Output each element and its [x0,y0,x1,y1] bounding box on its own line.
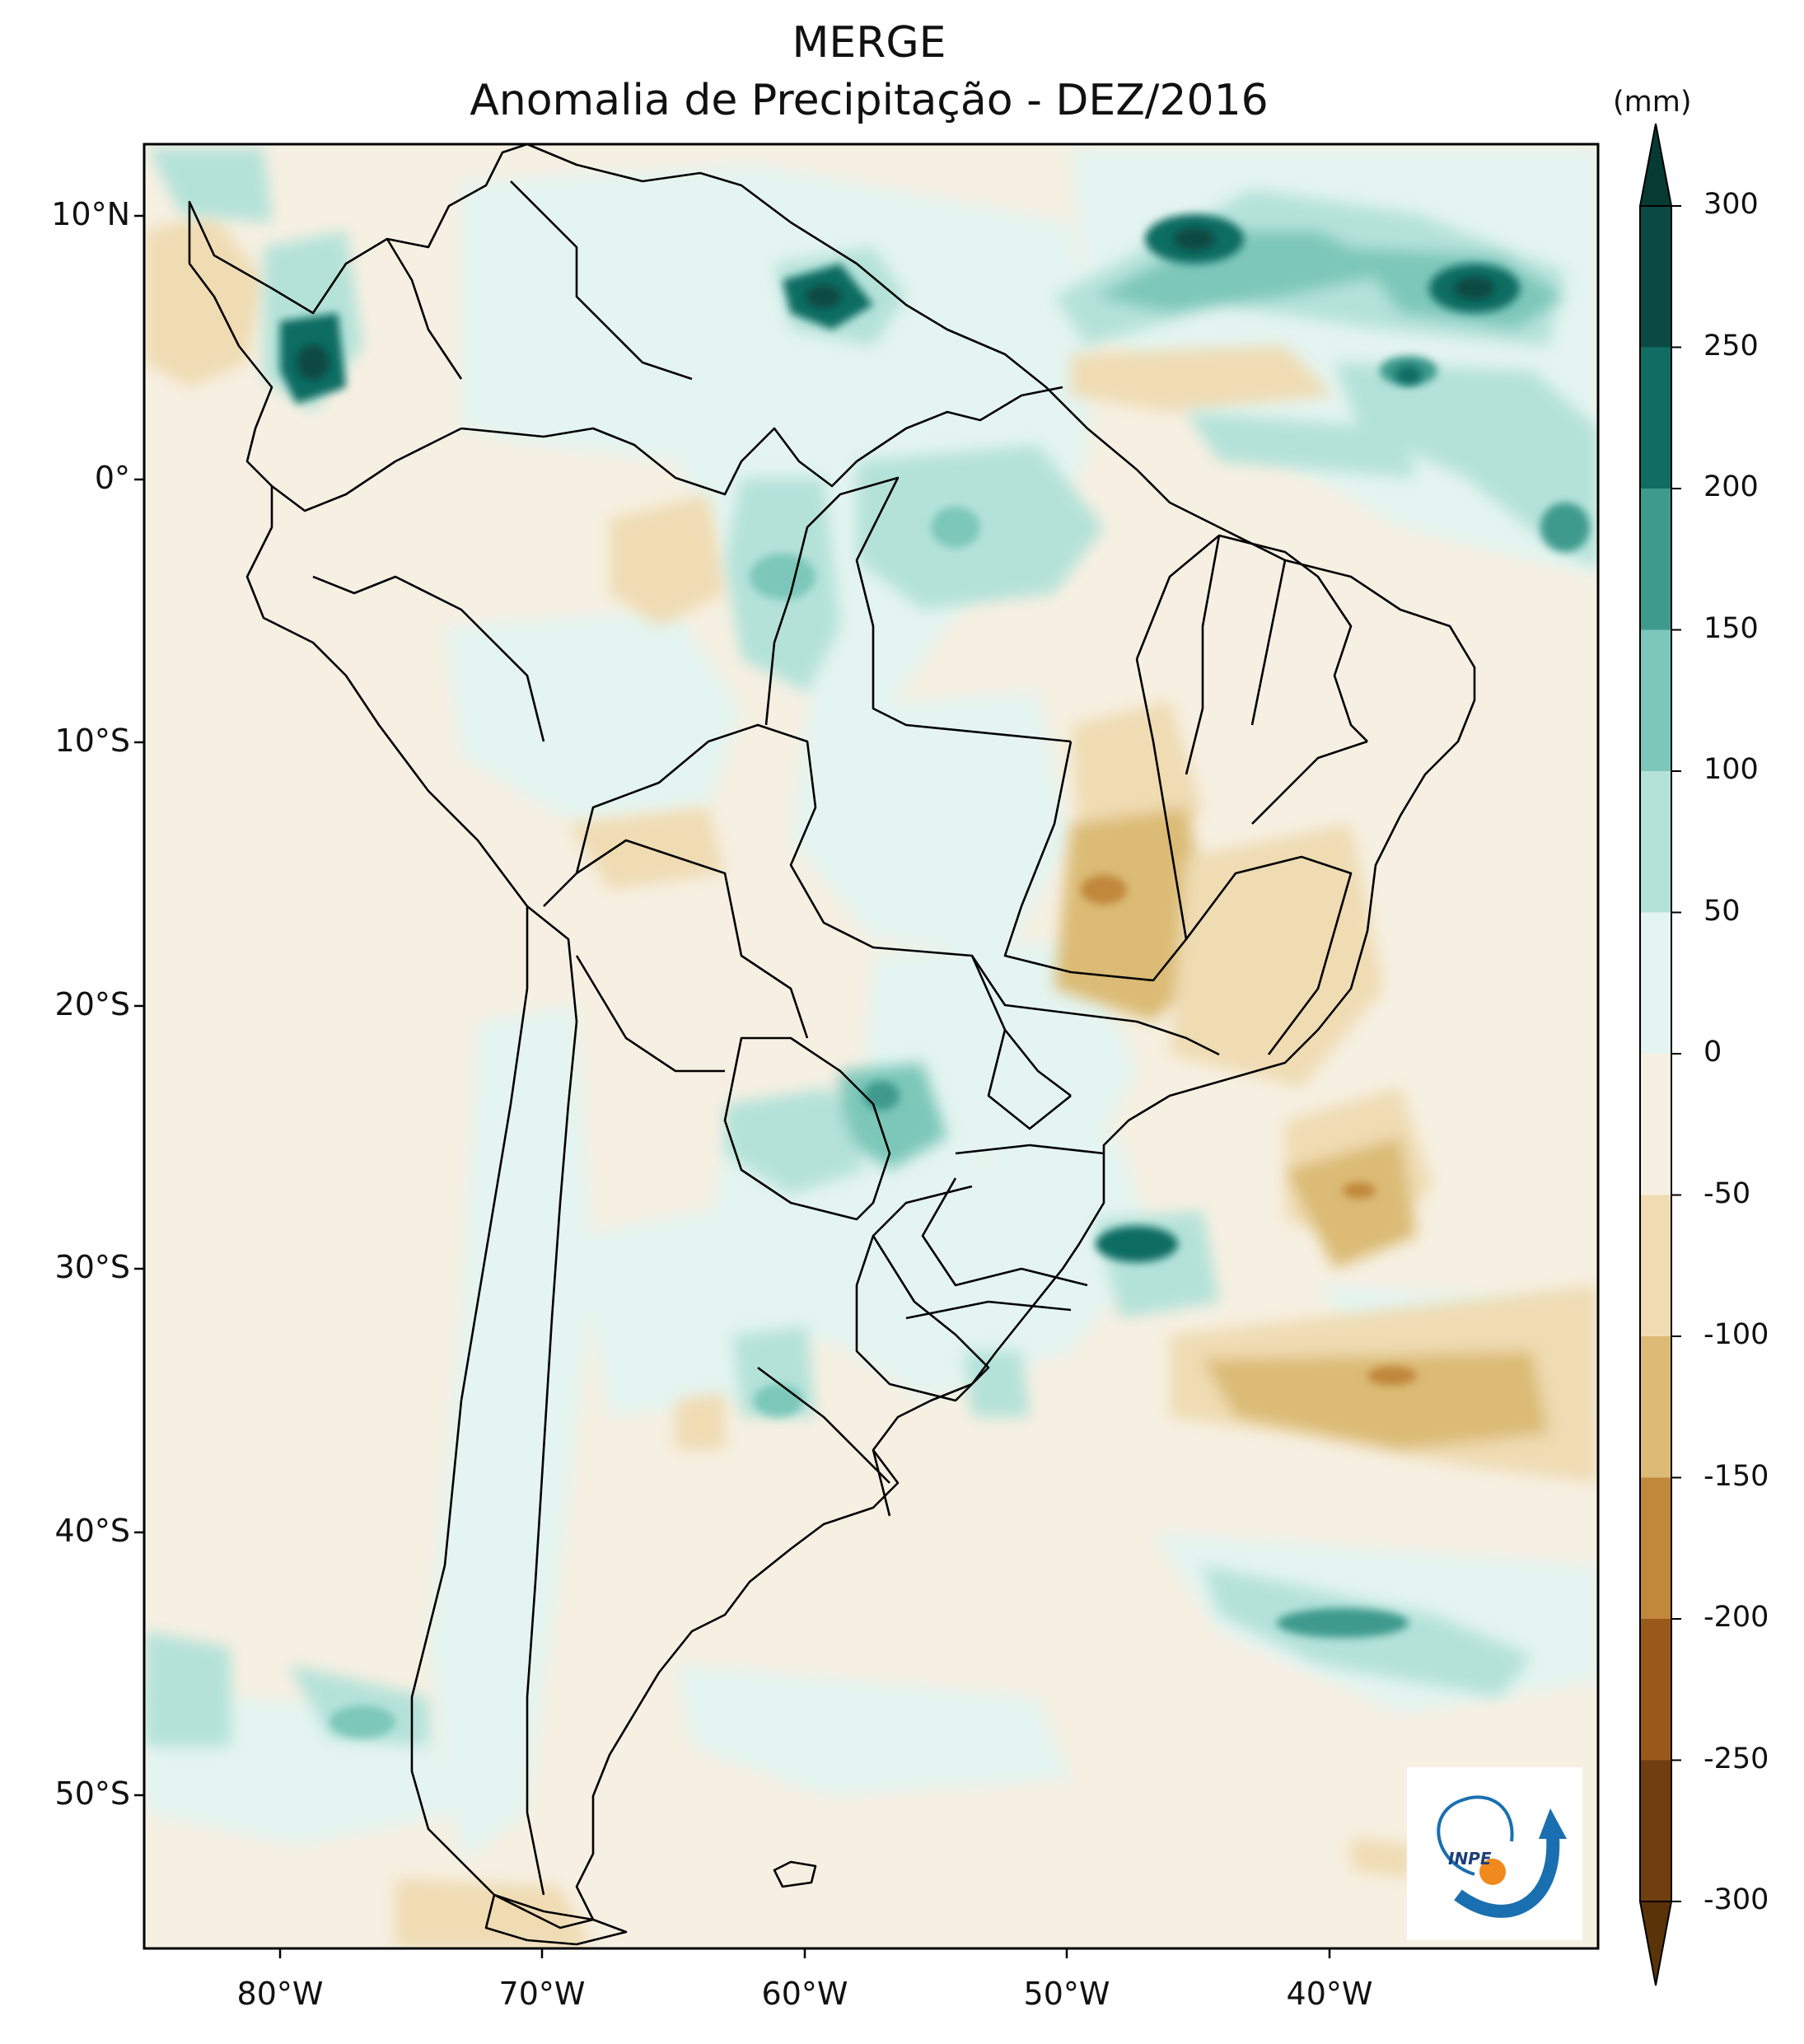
colorbar-label: -150 [1704,1459,1769,1493]
colorbar-band [1640,206,1671,348]
colorbar-band [1640,912,1671,1055]
lon-label-50w: 50°W [1023,1976,1110,2012]
colorbar-band [1640,771,1671,913]
paraguay-border [723,1036,891,1221]
central-states [1003,658,1188,982]
colorbar-label: 200 [1704,470,1759,503]
colorbar-band [1640,1760,1671,1902]
map-subtitle: Anomalia de Precipitação - DEZ/2016 [470,76,1269,125]
southern-cone-border [757,1234,990,1517]
colorbar-label: 100 [1704,753,1759,786]
lon-label-60w: 60°W [761,1976,848,2012]
colorbar-band [1640,1336,1671,1478]
lat-label-40s: 40°S [54,1513,130,1549]
bolivia-border [575,839,809,1073]
colorbar-band [1640,347,1671,489]
lat-label-10n: 10°N [51,196,130,232]
inpe-logo: INPE [1407,1767,1582,1940]
colorbar-label: -200 [1704,1601,1769,1634]
colorbar-label: 150 [1704,611,1759,645]
lat-label-0: 0° [94,460,130,496]
brazil-west-border [543,723,1072,1097]
colorbar-bands [1640,206,1671,1902]
inpe-logo-text: INPE [1448,1849,1492,1869]
coastline [188,143,1476,1929]
anomaly-field [144,144,1598,1948]
colorbar-label: 300 [1704,188,1759,221]
colorbar-over-arrow [1638,123,1673,207]
map-frame [143,143,1600,1950]
colorbar-label: -50 [1704,1176,1751,1210]
brazil-north-border [460,386,1063,496]
colorbar-band [1640,1477,1671,1620]
northeast-states [1135,534,1368,825]
axis-ticks [134,214,1331,1958]
tierra-del-fuego [484,1893,628,1946]
colorbar [1638,123,1681,1986]
amazon-states [764,476,1072,743]
colorbar-label: 0 [1704,1036,1722,1069]
colorbar-band [1640,489,1671,630]
lon-label-40w: 40°W [1286,1976,1373,2012]
colorbar-band [1640,1619,1671,1761]
lat-label-20s: 20°S [54,986,130,1022]
positive-anomaly-peaks [280,214,1590,1738]
andes-border [526,905,578,1896]
colorbar-label: -300 [1704,1883,1769,1916]
northwest-borders [271,180,693,742]
land-boundaries [188,143,1476,1946]
colorbar-under-arrow [1638,1901,1673,1986]
colorbar-label: -100 [1704,1318,1769,1351]
lat-label-10s: 10°S [54,723,130,759]
falklands [773,1860,817,1888]
lon-label-70w: 70°W [498,1976,586,2012]
lat-label-50s: 50°S [54,1775,130,1812]
colorbar-label: -250 [1704,1742,1769,1775]
lat-label-30s: 30°S [54,1249,130,1285]
map-title: MERGE [792,18,946,68]
colorbar-band [1640,629,1671,772]
colorbar-label: 50 [1704,894,1741,928]
colorbar-unit: (mm) [1613,86,1692,119]
colorbar-label: 250 [1704,329,1759,362]
colorbar-band [1640,1054,1671,1195]
inpe-logo-dot [1479,1859,1506,1885]
southeast-states [872,855,1353,1320]
colorbar-ticks [1671,205,1681,1902]
colorbar-band [1640,1195,1671,1337]
lon-label-80w: 80°W [236,1976,324,2012]
